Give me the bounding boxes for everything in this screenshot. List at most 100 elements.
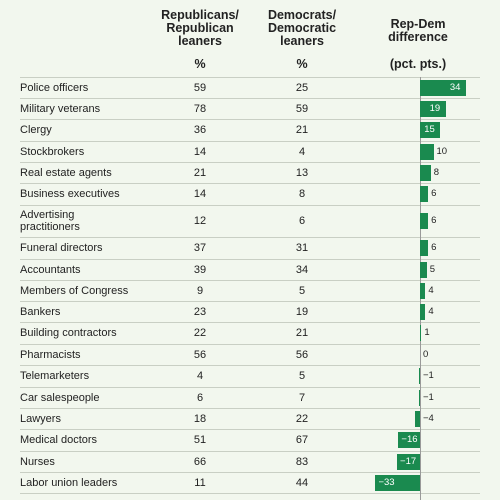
row-label: Pharmacists [20,348,81,361]
diff-label: 6 [431,242,437,253]
dem-column-header: Democrats/ Democratic leaners [267,8,337,48]
diff-label: −16 [401,434,418,445]
row-separator [20,429,480,430]
dem-value: 21 [295,327,309,339]
dem-value: 21 [295,124,309,136]
row-label: Telemarketers [20,370,90,382]
row-separator [20,280,480,281]
row-label: Military veterans [20,102,101,115]
dem-value: 4 [298,145,306,158]
rep-unit: % [194,57,206,71]
rep-value: 51 [193,434,207,446]
row-separator [20,98,480,99]
diff-bar [375,474,420,491]
rep-value: 78 [193,102,207,115]
diff-label: 1 [424,327,430,338]
diff-bar [420,186,429,202]
row-separator [20,322,480,323]
row-separator [20,472,480,473]
dem-value: 25 [295,81,309,94]
diff-label: 6 [431,188,437,199]
rep-column-header: Republicans/ Republican leaners [161,8,239,48]
diff-label: −1 [423,370,434,381]
dem-value: 34 [295,263,309,276]
dem-value: 7 [298,391,306,404]
diff-unit: (pct. pts.) [389,57,447,71]
row-label: Bankers [20,305,61,318]
row-separator [20,451,480,452]
diff-bar [420,143,434,160]
diff-bar [418,389,420,406]
dem-value: 22 [295,412,309,425]
dem-value: 6 [298,215,306,227]
dem-value: 31 [295,242,309,254]
row-separator [20,77,480,78]
dem-value: 19 [295,305,309,318]
diff-bar [397,453,420,470]
row-separator [20,183,480,184]
dem-value: 67 [295,434,309,446]
diff-label: 4 [428,284,434,296]
row-separator [20,387,480,388]
diff-bar [420,240,429,256]
rep-value: 66 [193,455,207,468]
diff-label: 34 [449,81,461,93]
rep-value: 56 [193,348,207,361]
rep-value: 6 [196,391,204,404]
row-label: Police officers [20,81,89,94]
rep-value: 23 [193,305,207,318]
rep-value: 9 [196,284,204,297]
row-label: Members of Congress [20,284,129,297]
row-label: Accountants [20,263,81,276]
diff-bar [420,122,441,138]
rep-value: 12 [193,215,207,227]
row-label: Real estate agents [20,166,112,179]
rep-value: 21 [193,166,207,179]
row-separator [20,408,480,409]
diff-label: 4 [428,305,434,317]
diff-bar [420,282,426,299]
rep-value: 39 [193,263,207,276]
row-label: Funeral directors [20,242,103,254]
row-label: Medical doctors [20,434,98,446]
diff-label: 19 [429,102,441,114]
dem-value: 13 [295,166,309,179]
dem-value: 5 [298,370,306,382]
diff-bar [420,213,429,229]
row-separator [20,344,480,345]
row-separator [20,493,480,494]
row-separator [20,205,480,206]
row-label: Lawyers [20,412,61,425]
dem-value: 59 [295,102,309,115]
diff-bar [414,410,420,427]
diff-label: 0 [423,348,429,360]
row-label: Clergy [20,124,52,136]
row-label: Labor union leaders [20,476,118,489]
dem-value: 5 [298,284,306,297]
row-label: Car salespeople [20,391,100,404]
diff-bar [420,303,426,320]
dem-value: 83 [295,455,309,468]
diff-bar [420,79,466,96]
row-label: Business executives [20,188,120,200]
diff-label: 5 [429,263,436,275]
row-separator [20,119,480,120]
rep-value: 59 [193,81,207,94]
rep-value: 18 [193,412,207,425]
diff-label: 15 [424,124,435,135]
diff-label: −4 [423,412,434,424]
diff-label: −17 [400,455,417,467]
diff-bar [420,164,431,181]
row-separator [20,365,480,366]
row-separator [20,259,480,260]
rep-value: 4 [196,370,204,382]
diff-label: −1 [423,391,434,403]
diff-bar [420,100,446,117]
row-label: Advertising practitioners [20,209,80,233]
rep-value: 14 [193,188,207,200]
rep-value: 37 [193,242,207,254]
row-separator [20,301,480,302]
diff-bar [398,432,420,448]
dem-value: 56 [295,348,309,361]
